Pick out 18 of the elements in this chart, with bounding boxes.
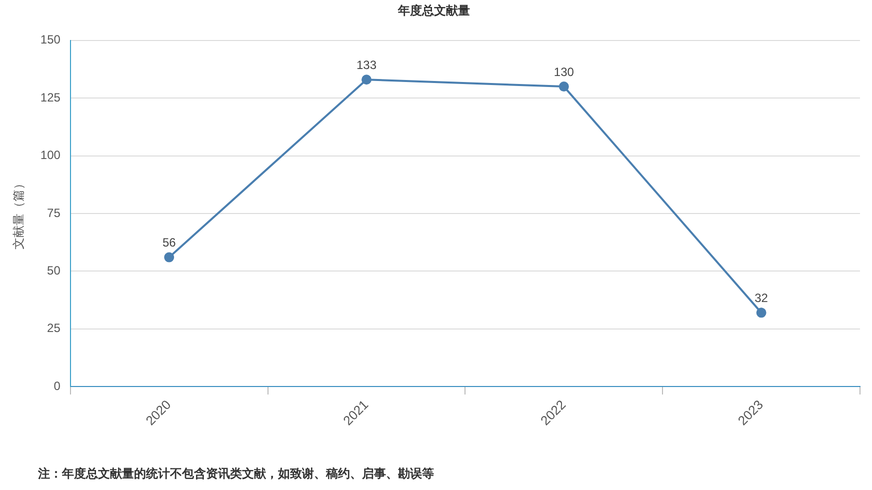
data-label: 130 <box>554 64 574 79</box>
data-label: 32 <box>754 290 768 305</box>
y-axis-title: 文献量（篇） <box>12 177 26 250</box>
y-tick-label: 125 <box>40 90 61 104</box>
y-tick-label: 75 <box>47 206 61 220</box>
data-label: 133 <box>356 58 377 72</box>
point <box>756 308 766 318</box>
chart-title: 年度总文献量 <box>397 4 470 18</box>
point <box>362 74 372 85</box>
data-label: 56 <box>162 236 176 250</box>
y-tick-label: 150 <box>40 32 61 47</box>
point <box>164 252 174 262</box>
y-tick-label: 0 <box>54 378 61 393</box>
y-tick-label: 100 <box>40 148 61 162</box>
text: 注：年度总文献量的统计不包含资讯类文献，如致谢、稿约、启事、勘误等 <box>37 466 434 480</box>
point <box>558 82 569 92</box>
y-tick-label: 25 <box>47 321 61 336</box>
y-tick-label: 50 <box>47 263 61 278</box>
